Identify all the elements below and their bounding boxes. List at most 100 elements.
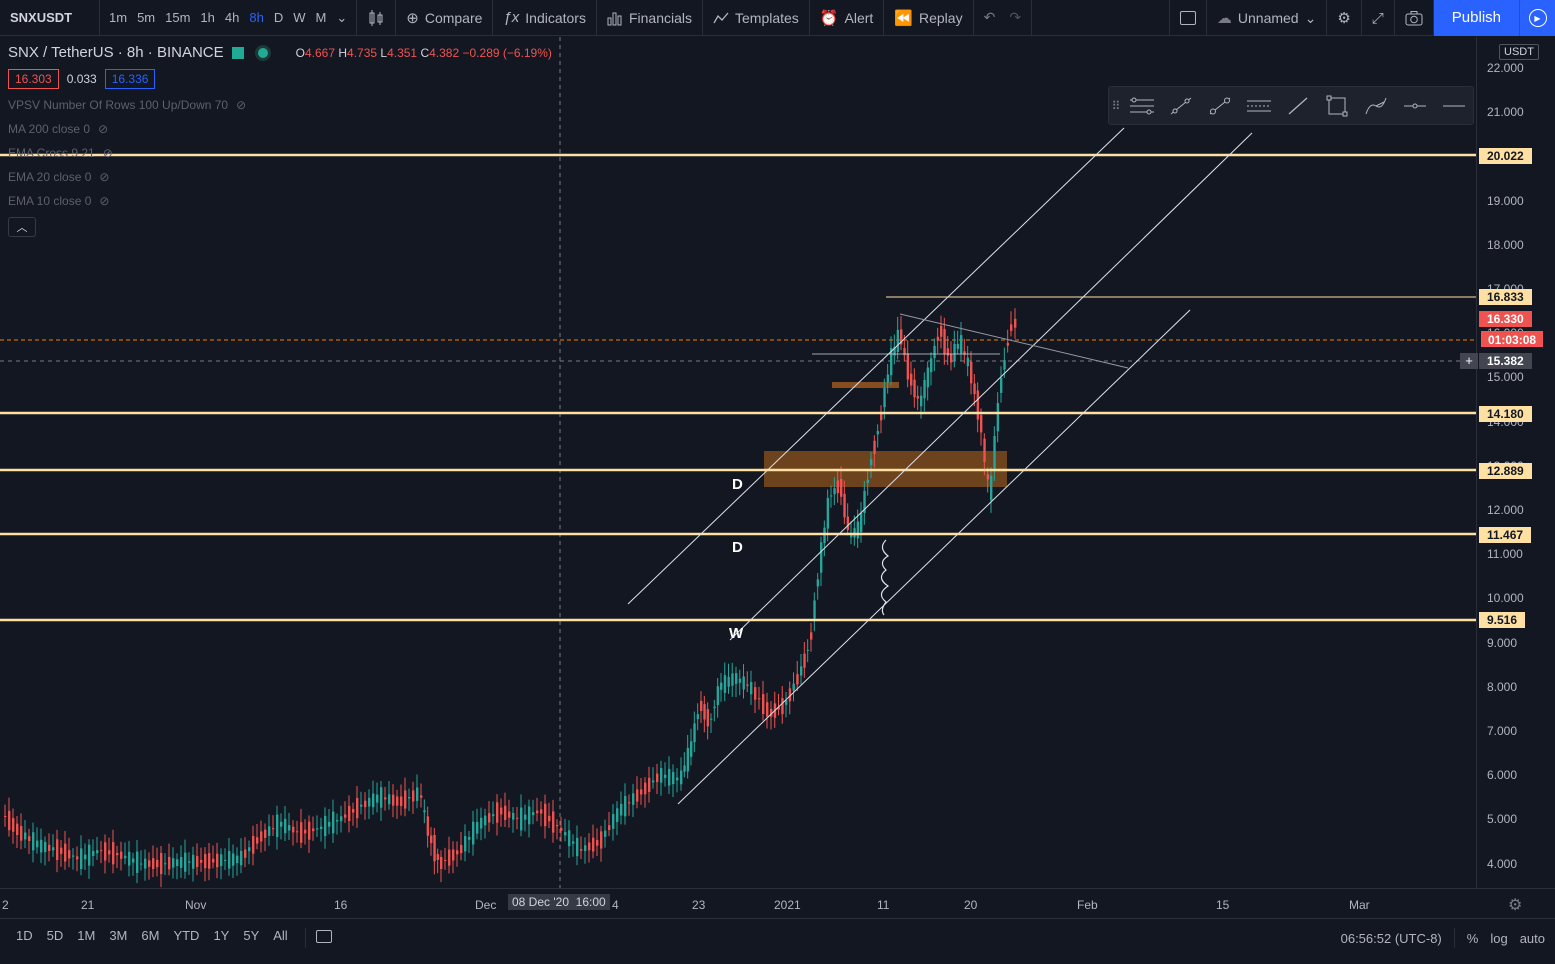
eye-hidden-icon[interactable]: ⊘ xyxy=(102,146,113,160)
replay-button[interactable]: ⏪ Replay xyxy=(884,0,974,36)
ask-price[interactable]: 16.336 xyxy=(104,69,156,89)
symbol-title[interactable]: SNX / TetherUS · 8h · BINANCE xyxy=(8,44,224,61)
tool-brush[interactable] xyxy=(1356,87,1395,124)
candle-body xyxy=(923,380,926,399)
range-all[interactable]: All xyxy=(273,927,288,943)
eye-hidden-icon[interactable]: ⊘ xyxy=(236,98,247,112)
candle-body xyxy=(1010,324,1013,331)
channel-upper-line xyxy=(627,127,1125,605)
interval-w[interactable]: W xyxy=(293,10,306,25)
chevron-up-icon: ︿ xyxy=(16,222,28,234)
symbol-search[interactable]: SNXUSDT xyxy=(0,0,100,36)
time-axis[interactable]: 2 21 Nov 16 Dec 4 23 2021 11 20 Feb 15 M… xyxy=(0,888,1555,918)
candle-body xyxy=(412,790,415,802)
compare-button[interactable]: ⊕ Compare xyxy=(396,0,494,36)
play-button[interactable]: ▶ xyxy=(1519,0,1555,36)
candle-body xyxy=(544,803,547,827)
level-label-14180: 14.180 xyxy=(1479,406,1532,422)
indicator-row[interactable]: MA 200 close 0 ⊘ xyxy=(8,121,552,137)
fullscreen-button[interactable]: ⤢ xyxy=(1362,0,1395,36)
bid-price[interactable]: 16.303 xyxy=(8,69,59,89)
interval-8h[interactable]: 8h xyxy=(249,10,264,25)
publish-button[interactable]: Publish xyxy=(1433,0,1519,36)
range-3m[interactable]: 3M xyxy=(109,927,128,943)
top-toolbar: SNXUSDT 1m 5m 15m 1h 4h 8h D W M ⌄ ⊕ Com… xyxy=(0,0,1555,36)
interval-d[interactable]: D xyxy=(273,10,284,25)
chart-pane[interactable] xyxy=(0,37,1476,888)
candle-body xyxy=(156,859,159,868)
indicator-row[interactable]: EMA 10 close 0 ⊘ xyxy=(8,193,552,209)
tool-parallel-channel[interactable] xyxy=(1123,87,1162,124)
candle-body xyxy=(116,853,119,856)
candle-body xyxy=(900,329,903,345)
indicator-row[interactable]: EMA 20 close 0 ⊘ xyxy=(8,169,552,185)
range-1m[interactable]: 1M xyxy=(77,927,96,943)
tool-horizontal-channel[interactable] xyxy=(1240,87,1279,124)
candle-body xyxy=(996,403,1000,432)
interval-m[interactable]: M xyxy=(315,10,327,25)
alert-button[interactable]: ⏰ Alert xyxy=(810,0,885,36)
interval-4h[interactable]: 4h xyxy=(224,10,240,25)
snapshot-button[interactable] xyxy=(1395,0,1434,36)
compare-label: Compare xyxy=(424,9,483,26)
tool-extended-line[interactable] xyxy=(1201,87,1240,124)
eye-hidden-icon[interactable]: ⊘ xyxy=(99,170,110,184)
tool-trend-line[interactable] xyxy=(1279,87,1318,124)
candle-body xyxy=(100,850,103,852)
indicator-row[interactable]: EMA Cross 9 21 ⊘ xyxy=(8,145,552,161)
fullscreen-square-button[interactable] xyxy=(1168,0,1207,36)
candle-body xyxy=(686,748,690,772)
range-6m[interactable]: 6M xyxy=(141,927,160,943)
candle-body xyxy=(696,714,700,720)
interval-15m[interactable]: 15m xyxy=(165,10,191,25)
brush-stroke xyxy=(880,539,890,616)
clock-timezone[interactable]: 06:56:52 (UTC-8) xyxy=(1340,930,1442,946)
tool-trend-angle[interactable] xyxy=(1162,87,1201,124)
range-1y[interactable]: 1Y xyxy=(213,927,230,943)
tool-horizontal-line[interactable] xyxy=(1434,87,1473,124)
range-5y[interactable]: 5Y xyxy=(243,927,260,943)
date-range-calendar-icon[interactable] xyxy=(315,929,332,943)
percent-toggle[interactable]: % xyxy=(1466,930,1479,946)
currency-badge[interactable]: USDT xyxy=(1499,44,1539,60)
candle-body xyxy=(284,818,287,834)
interval-1m[interactable]: 1m xyxy=(109,10,128,25)
range-1d[interactable]: 1D xyxy=(16,927,33,943)
add-plus-icon[interactable]: + xyxy=(1460,353,1478,369)
axis-settings-gear-icon[interactable]: ⚙ xyxy=(1508,897,1523,914)
candle-body xyxy=(720,682,723,690)
price-axis[interactable]: USDT 22.00021.00020.00019.00018.00017.00… xyxy=(1460,37,1555,888)
settings-button[interactable]: ⚙ xyxy=(1327,0,1362,36)
layout-button[interactable]: ☁ Unnamed ⌄ xyxy=(1207,0,1328,36)
interval-5m[interactable]: 5m xyxy=(137,10,156,25)
eye-hidden-icon[interactable]: ⊘ xyxy=(98,122,109,136)
candle-body xyxy=(966,357,970,367)
candle-body xyxy=(620,803,623,816)
range-ytd[interactable]: YTD xyxy=(173,927,200,943)
candle-body xyxy=(777,707,780,710)
interval-1h[interactable]: 1h xyxy=(200,10,215,25)
financials-button[interactable]: Financials xyxy=(597,0,703,36)
indicators-button[interactable]: ƒx Indicators xyxy=(493,0,597,36)
templates-button[interactable]: Templates xyxy=(703,0,810,36)
eye-hidden-icon[interactable]: ⊘ xyxy=(99,194,110,208)
log-toggle[interactable]: log xyxy=(1490,930,1508,946)
tool-horizontal-ray[interactable] xyxy=(1395,87,1434,124)
candle-body xyxy=(746,684,749,686)
interval-dropdown-icon[interactable]: ⌄ xyxy=(336,9,348,25)
candle-body xyxy=(88,844,91,866)
collapse-legend-button[interactable]: ︿ xyxy=(8,217,36,237)
indicator-row[interactable]: VPSV Number Of Rows 100 Up/Down 70 ⊘ xyxy=(8,97,552,113)
tool-rectangle[interactable] xyxy=(1317,87,1356,124)
chart-type-button[interactable] xyxy=(357,0,397,36)
auto-toggle[interactable]: auto xyxy=(1519,930,1545,946)
candle-body xyxy=(356,798,359,819)
range-5d[interactable]: 5D xyxy=(46,927,64,943)
redo-icon[interactable]: ↷ xyxy=(1009,9,1022,25)
undo-icon[interactable]: ↶ xyxy=(983,9,996,25)
candle-body xyxy=(576,837,579,857)
drag-handle-icon[interactable]: ⠿ xyxy=(1111,98,1121,113)
candle-body xyxy=(52,847,55,851)
candle-body xyxy=(56,839,59,861)
price-chart[interactable] xyxy=(0,37,1476,888)
